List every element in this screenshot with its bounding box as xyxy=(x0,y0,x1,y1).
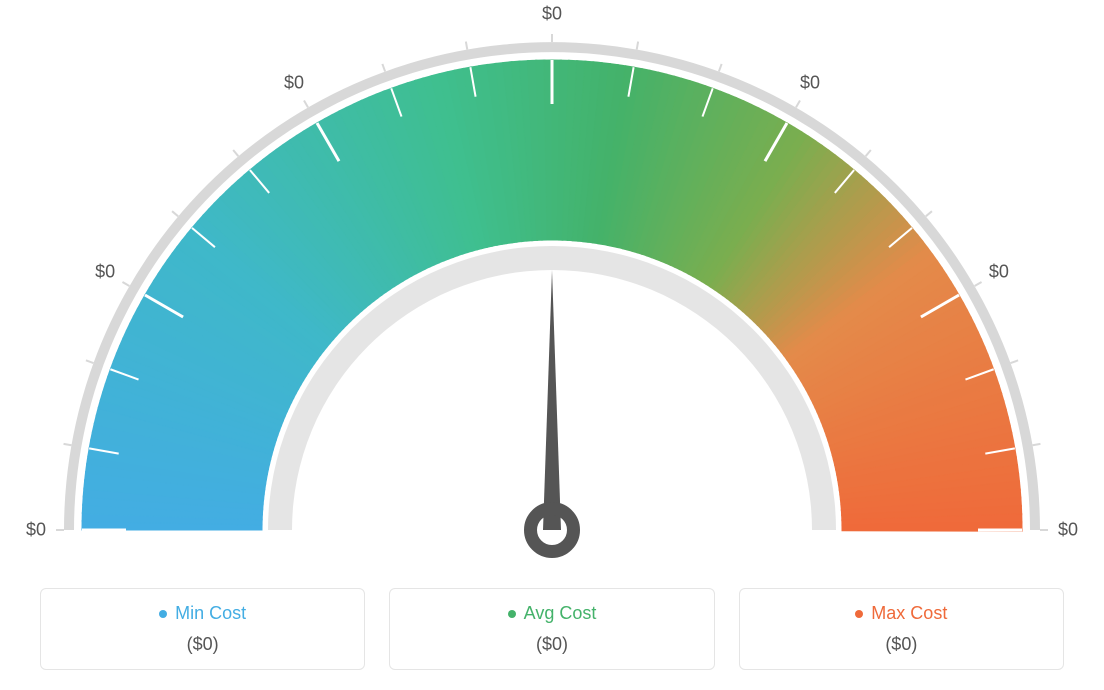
legend-row: Min Cost ($0) Avg Cost ($0) Max Cost ($0… xyxy=(40,588,1064,670)
gauge-tick-label: $0 xyxy=(95,262,115,283)
gauge-cost-chart: $0 $0 $0 $0 $0 $0 $0 Min Cost ($0) Avg Cost ($… xyxy=(0,0,1104,690)
legend-label-avg: Avg Cost xyxy=(524,603,597,624)
legend-card-max: Max Cost ($0) xyxy=(739,588,1064,670)
legend-value-avg: ($0) xyxy=(400,634,703,655)
legend-value-min: ($0) xyxy=(51,634,354,655)
gauge-tick-label: $0 xyxy=(989,262,1009,283)
gauge-tick-label: $0 xyxy=(542,4,562,25)
gauge-area: $0 $0 $0 $0 $0 $0 $0 xyxy=(0,0,1104,560)
legend-label-max: Max Cost xyxy=(871,603,947,624)
legend-value-max: ($0) xyxy=(750,634,1053,655)
gauge-tick-label: $0 xyxy=(26,520,46,541)
gauge-tick-label: $0 xyxy=(800,73,820,94)
gauge-tick-label: $0 xyxy=(1058,520,1078,541)
gauge-tick-label: $0 xyxy=(284,73,304,94)
legend-card-min: Min Cost ($0) xyxy=(40,588,365,670)
legend-dot-max xyxy=(855,610,863,618)
legend-label-row-min: Min Cost xyxy=(51,603,354,624)
legend-label-row-avg: Avg Cost xyxy=(400,603,703,624)
gauge-svg xyxy=(0,0,1104,560)
legend-card-avg: Avg Cost ($0) xyxy=(389,588,714,670)
legend-label-row-max: Max Cost xyxy=(750,603,1053,624)
legend-label-min: Min Cost xyxy=(175,603,246,624)
legend-dot-avg xyxy=(508,610,516,618)
legend-dot-min xyxy=(159,610,167,618)
